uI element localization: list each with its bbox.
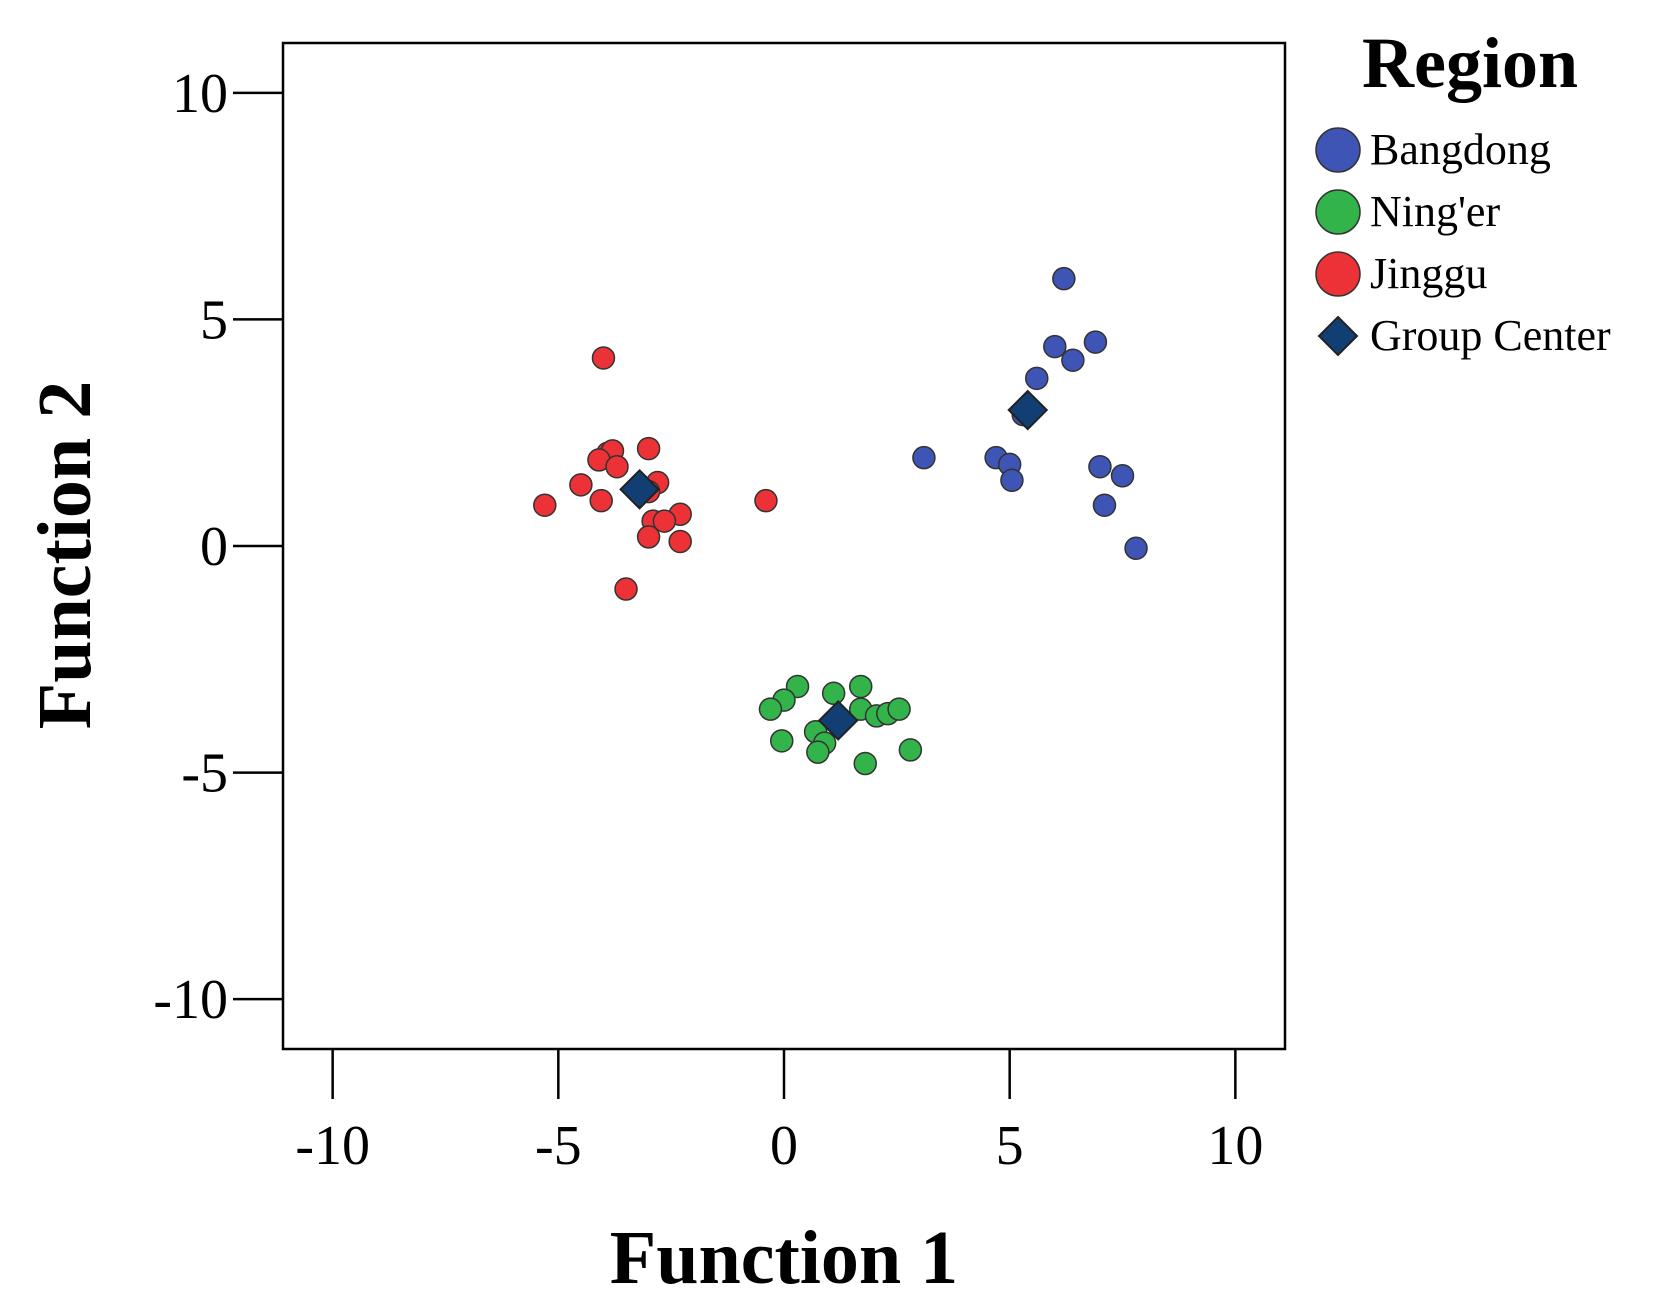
- data-points: [533, 266, 1148, 776]
- x-tick-label: -5: [535, 1115, 582, 1177]
- legend: Region Bangdong Ning'er Jinggu Group Center: [1315, 23, 1611, 360]
- point-bangdong: [1088, 454, 1112, 479]
- point-ning-er: [853, 751, 877, 776]
- y-tick-label: -5: [181, 743, 228, 805]
- x-tick-label: 5: [996, 1115, 1024, 1177]
- point-jinggu: [636, 525, 661, 549]
- point-jinggu: [636, 436, 661, 461]
- x-axis: -10 -5 0 5 10: [295, 1049, 1263, 1177]
- legend-label-ning-er: Ning'er: [1370, 187, 1500, 236]
- legend-label-group-center: Group Center: [1370, 311, 1611, 360]
- legend-title: Region: [1362, 23, 1578, 103]
- point-bangdong: [1025, 366, 1049, 391]
- point-bangdong: [1061, 348, 1085, 372]
- y-tick-label: 10: [172, 63, 228, 125]
- point-jinggu: [668, 529, 692, 554]
- plot-area-frame: [281, 41, 1287, 1051]
- y-tick-label: -10: [153, 969, 228, 1031]
- point-jinggu: [754, 488, 778, 513]
- point-ning-er: [887, 697, 911, 721]
- point-bangdong: [1083, 330, 1108, 354]
- x-axis-title: Function 1: [610, 1216, 958, 1300]
- legend-label-bangdong: Bangdong: [1370, 125, 1551, 174]
- x-tick-label: 10: [1207, 1115, 1263, 1177]
- legend-marker-ning-er: [1315, 189, 1361, 235]
- group-center-marker: [817, 700, 859, 741]
- point-jinggu: [533, 493, 557, 517]
- point-ning-er: [898, 738, 923, 762]
- point-bangdong: [912, 445, 936, 470]
- point-ning-er: [769, 729, 794, 753]
- point-ning-er: [758, 697, 783, 721]
- point-ning-er: [806, 740, 830, 764]
- point-bangdong: [1043, 334, 1067, 359]
- point-bangdong: [1092, 493, 1117, 517]
- legend-label-jinggu: Jinggu: [1370, 249, 1487, 298]
- point-jinggu: [569, 473, 593, 497]
- y-axis-title: Function 2: [23, 381, 107, 729]
- legend-marker-bangdong: [1315, 127, 1361, 173]
- point-jinggu: [589, 488, 613, 513]
- y-tick-label: 5: [200, 289, 228, 351]
- group-center-marker: [1007, 389, 1049, 431]
- point-bangdong: [1052, 266, 1076, 291]
- point-ning-er: [848, 674, 873, 699]
- legend-marker-jinggu: [1315, 251, 1361, 297]
- point-ning-er: [821, 681, 846, 706]
- y-axis: 10 5 0 -5 -10: [153, 63, 283, 1031]
- point-jinggu: [605, 454, 629, 479]
- point-bangdong: [1000, 468, 1024, 493]
- x-tick-label: 0: [770, 1115, 798, 1177]
- group-center-marker: [619, 468, 660, 510]
- point-jinggu: [652, 509, 677, 533]
- point-bangdong: [1124, 536, 1148, 561]
- y-tick-label: 0: [200, 516, 228, 578]
- x-tick-label: -10: [295, 1115, 370, 1177]
- point-bangdong: [1110, 464, 1135, 488]
- legend-marker-group-center: [1317, 315, 1359, 357]
- point-jinggu: [614, 577, 638, 601]
- point-jinggu: [591, 346, 616, 370]
